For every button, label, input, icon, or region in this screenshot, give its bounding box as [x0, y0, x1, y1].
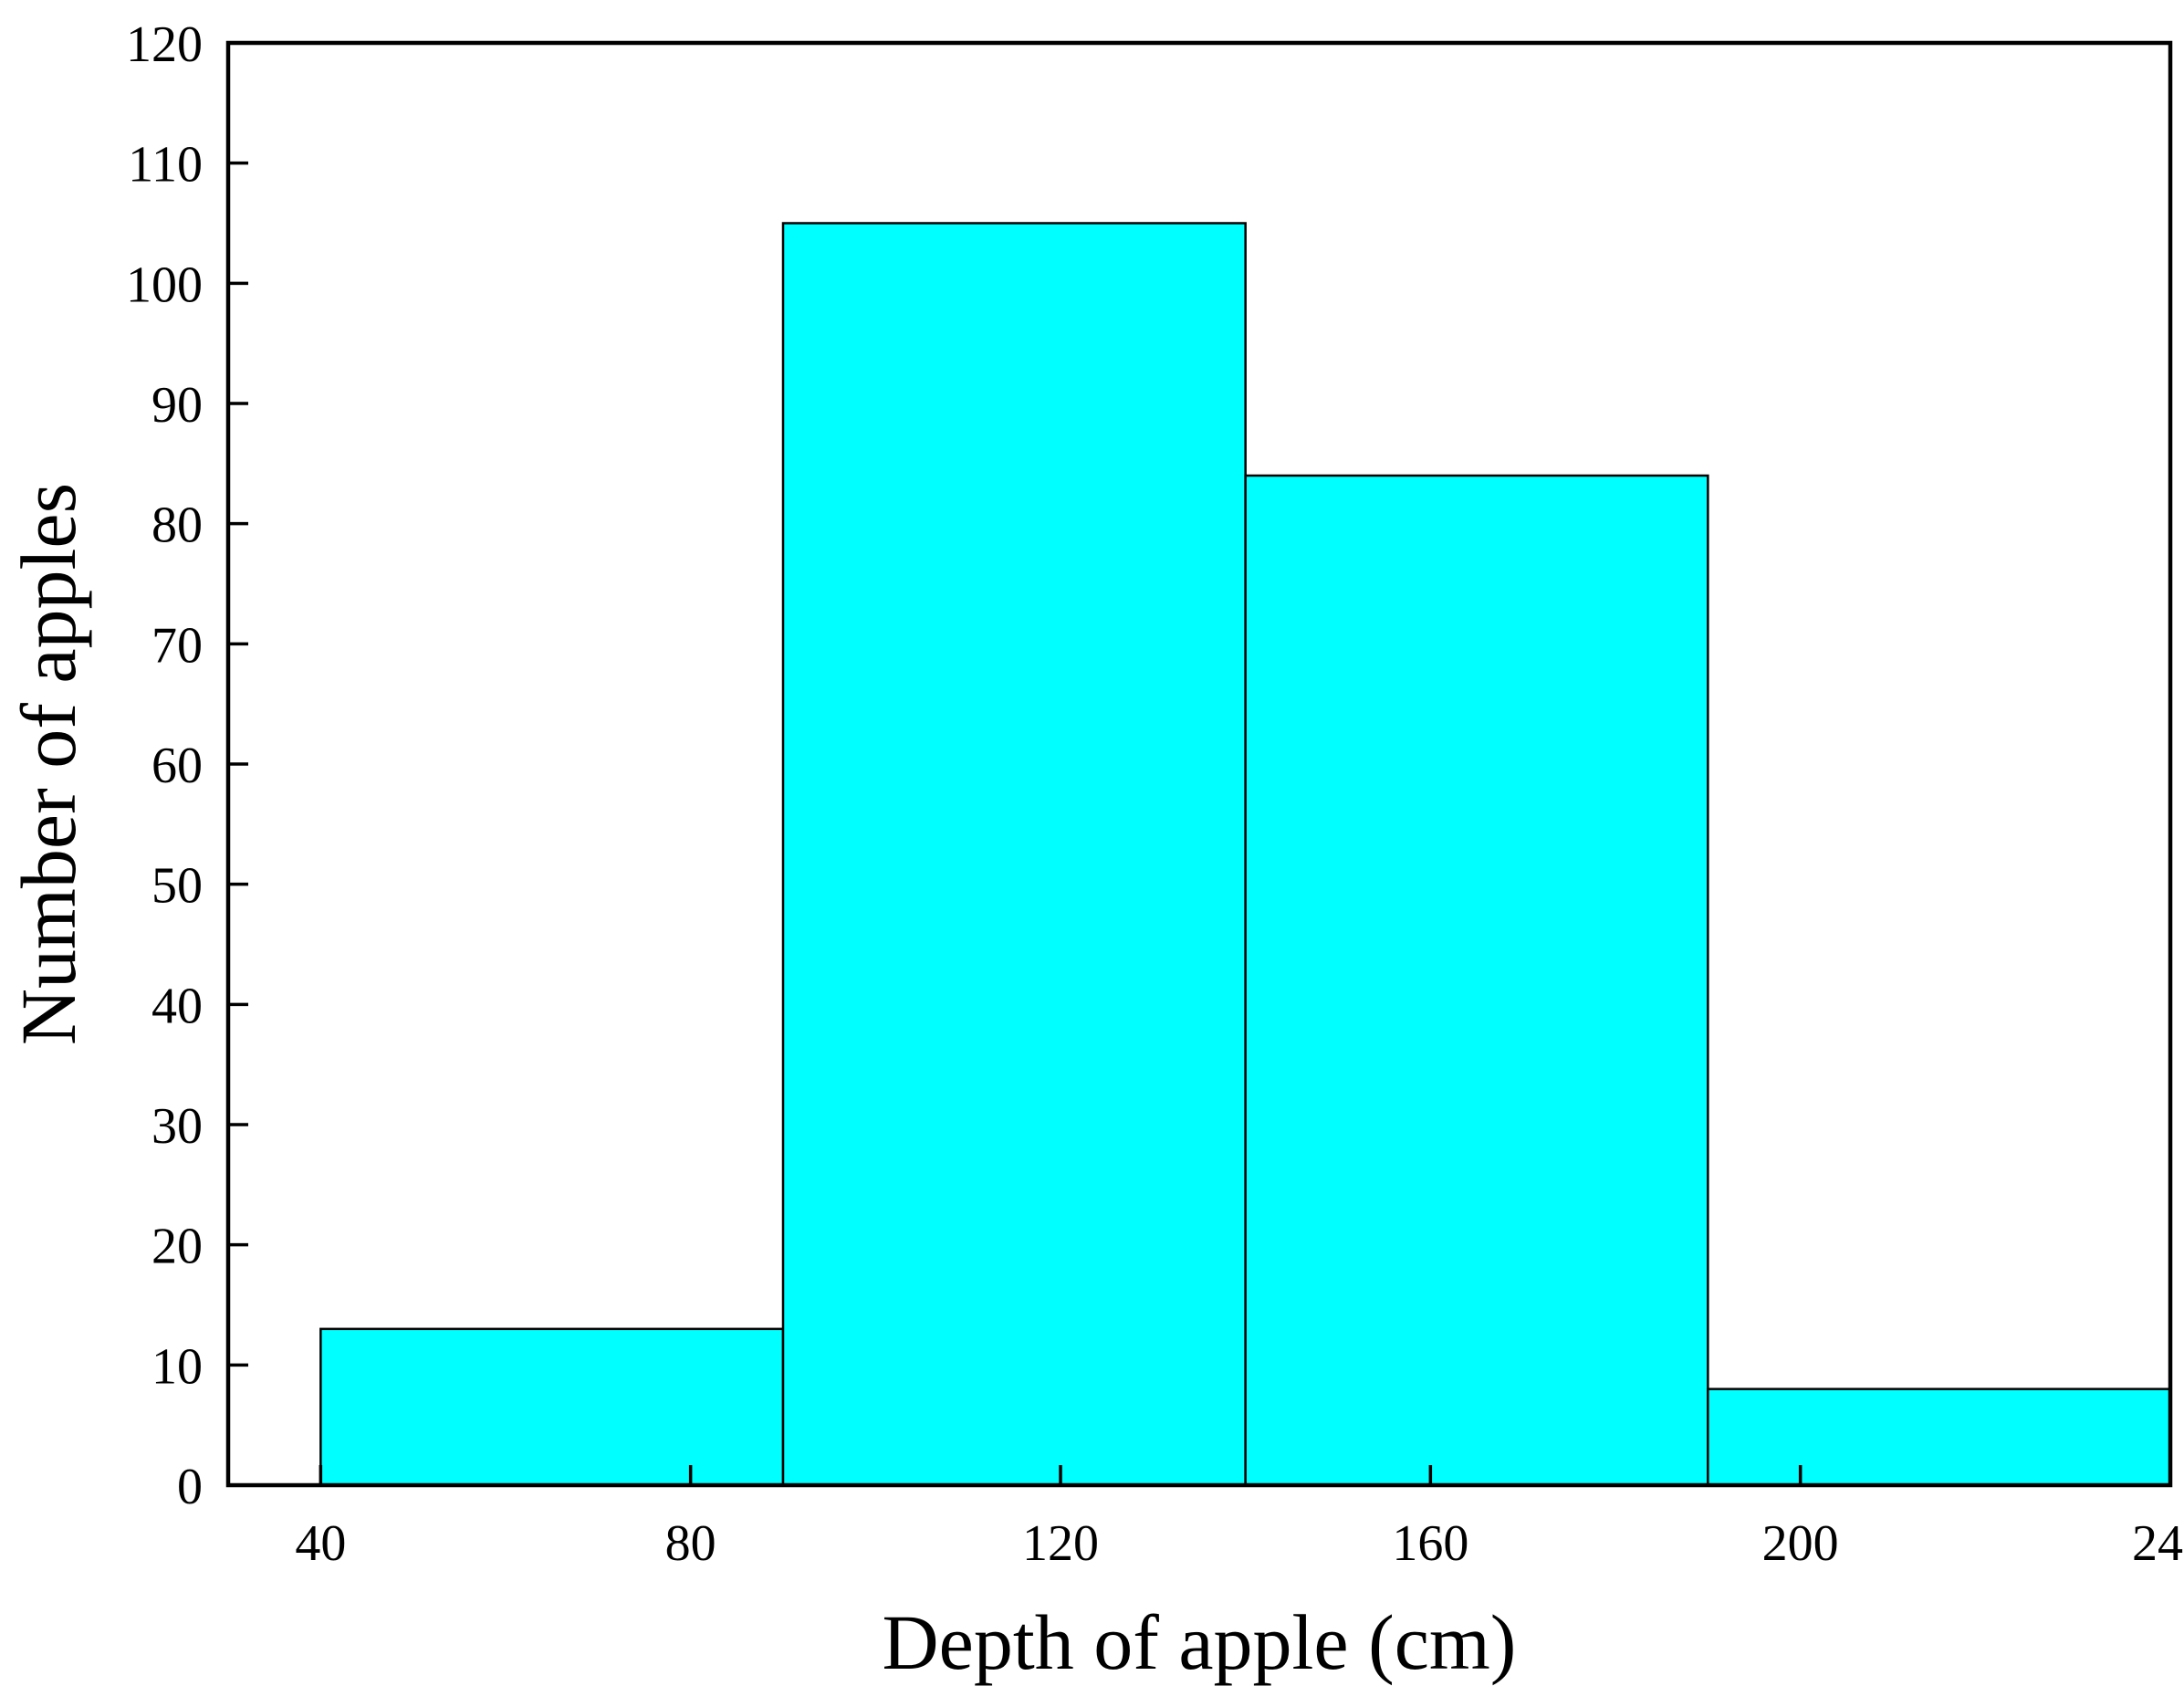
y-axis-ticks: 0 10 20 30 40 50 60 70 80 90 100 110 120	[126, 16, 248, 1515]
y-tick-label-100: 100	[126, 257, 203, 313]
y-tick-label-70: 70	[152, 617, 203, 674]
y-tick-label-20: 20	[152, 1219, 203, 1275]
x-tick-label-240: 240	[2132, 1515, 2184, 1572]
bars-group	[319, 222, 2172, 1487]
y-tick-label-10: 10	[152, 1338, 203, 1395]
histogram-bar-3	[1244, 474, 1709, 1487]
y-tick-label-110: 110	[128, 137, 203, 194]
y-axis-title: Number of apples	[5, 483, 92, 1045]
x-tick-label-120: 120	[1022, 1515, 1099, 1572]
y-tick-label-60: 60	[152, 738, 203, 794]
y-tick-label-0: 0	[177, 1459, 203, 1515]
y-tick-label-40: 40	[152, 978, 203, 1034]
y-tick-label-90: 90	[152, 377, 203, 434]
y-tick-label-30: 30	[152, 1098, 203, 1155]
x-tick-label-80: 80	[665, 1515, 716, 1572]
y-tick-label-50: 50	[152, 858, 203, 915]
x-tick-label-200: 200	[1762, 1515, 1839, 1572]
x-tick-label-160: 160	[1392, 1515, 1468, 1572]
histogram-bar-4	[1707, 1388, 2172, 1487]
x-axis-ticks: 40 80 120 160 200 240	[295, 1465, 2184, 1572]
histogram-bar-1	[319, 1327, 785, 1487]
histogram-bar-2	[781, 222, 1247, 1487]
x-axis-title: Depth of apple (cm)	[883, 1598, 1517, 1686]
x-tick-label-40: 40	[295, 1515, 346, 1572]
y-tick-label-120: 120	[126, 16, 203, 73]
y-tick-label-80: 80	[152, 497, 203, 554]
